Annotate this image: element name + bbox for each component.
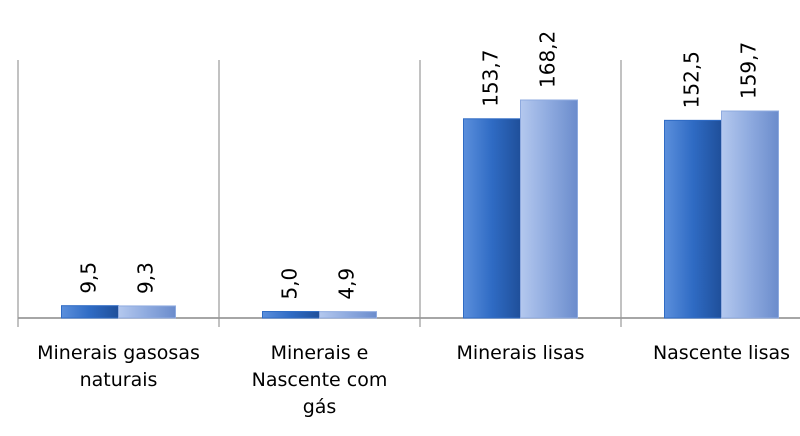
data-label: 9,5 xyxy=(77,262,101,294)
x-tick-label: Minerais e Nascente com gás xyxy=(251,342,388,418)
x-tick-label: Minerais lisas xyxy=(456,342,585,364)
bar xyxy=(721,110,779,319)
bar xyxy=(319,311,377,319)
data-label: 168,2 xyxy=(536,31,560,88)
data-label: 4,9 xyxy=(335,268,359,300)
bar xyxy=(61,305,119,319)
data-label: 153,7 xyxy=(479,50,503,107)
x-tick-label: Minerais gasosas naturais xyxy=(37,342,200,391)
bar xyxy=(664,119,722,319)
x-tick-label: Nascente lisas xyxy=(652,342,791,364)
data-label: 5,0 xyxy=(278,268,302,300)
bar xyxy=(262,311,320,319)
bar xyxy=(118,305,176,319)
data-label: 159,7 xyxy=(737,42,761,99)
data-label: 152,5 xyxy=(680,51,704,108)
bar xyxy=(463,118,521,319)
data-label: 9,3 xyxy=(134,262,158,294)
bar xyxy=(520,99,578,319)
